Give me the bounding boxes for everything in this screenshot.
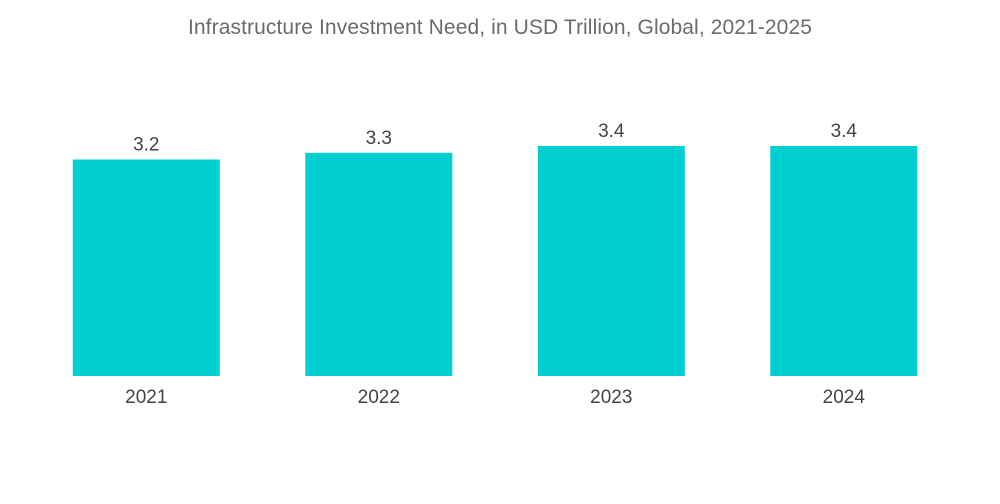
value-label-2023: 3.4 xyxy=(598,121,625,142)
value-labels-group: 3.2 3.3 3.4 3.4 xyxy=(133,121,857,156)
chart-title: Infrastructure Investment Need, in USD T… xyxy=(187,16,813,39)
bar-2021 xyxy=(72,159,220,376)
x-tick-label-2022: 2022 xyxy=(358,387,400,408)
bar-2024 xyxy=(770,146,918,376)
value-label-2022: 3.3 xyxy=(366,128,392,149)
bar-2023 xyxy=(537,146,685,376)
x-axis-ticks: 2021 2022 2023 2024 xyxy=(125,387,865,408)
value-label-2024: 3.4 xyxy=(831,121,858,142)
bars-group xyxy=(72,146,918,376)
x-tick-label-2024: 2024 xyxy=(823,387,866,408)
x-tick-label-2021: 2021 xyxy=(125,387,167,408)
bar-2022 xyxy=(305,152,453,376)
value-label-2021: 3.2 xyxy=(133,135,159,156)
x-tick-label-2023: 2023 xyxy=(590,387,632,408)
